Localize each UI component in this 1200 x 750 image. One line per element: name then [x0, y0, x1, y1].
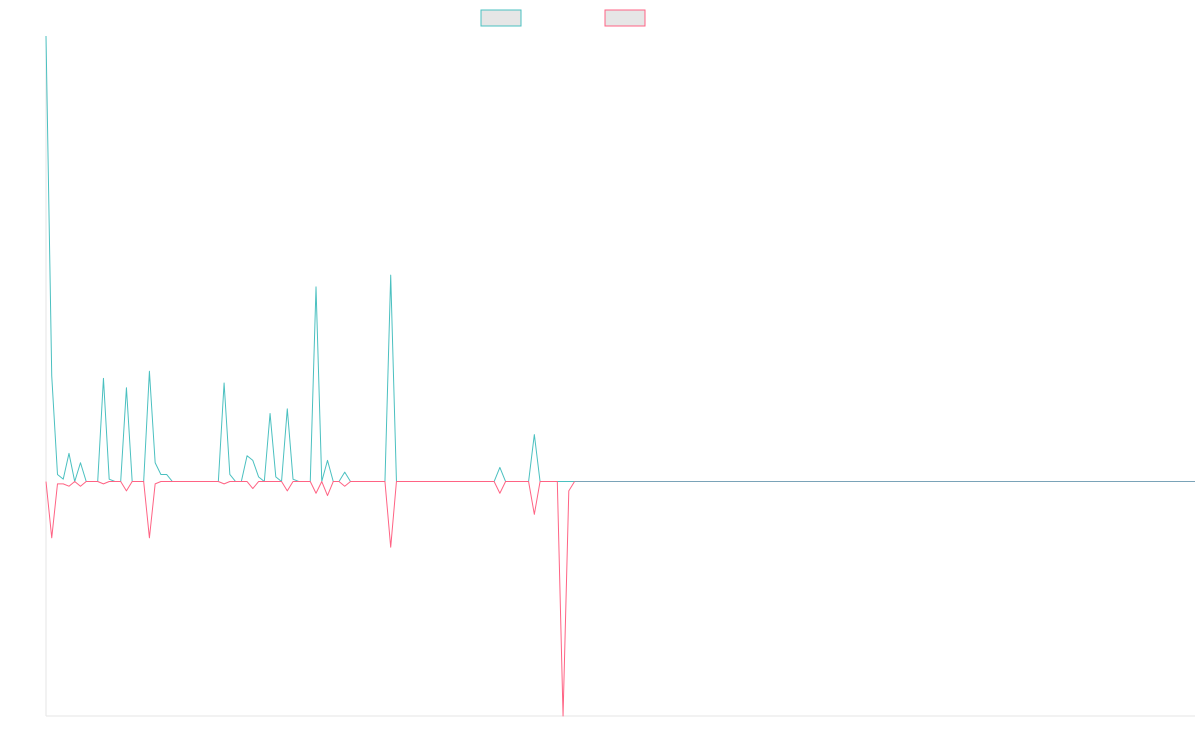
- legend-swatch-0: [480, 9, 522, 27]
- series-layer: [45, 35, 1195, 717]
- axes: [45, 36, 1195, 717]
- legend-swatch-1: [604, 9, 646, 27]
- legend: [480, 9, 646, 27]
- series-line-1: [45, 481, 1195, 717]
- series-line-0: [45, 35, 1195, 483]
